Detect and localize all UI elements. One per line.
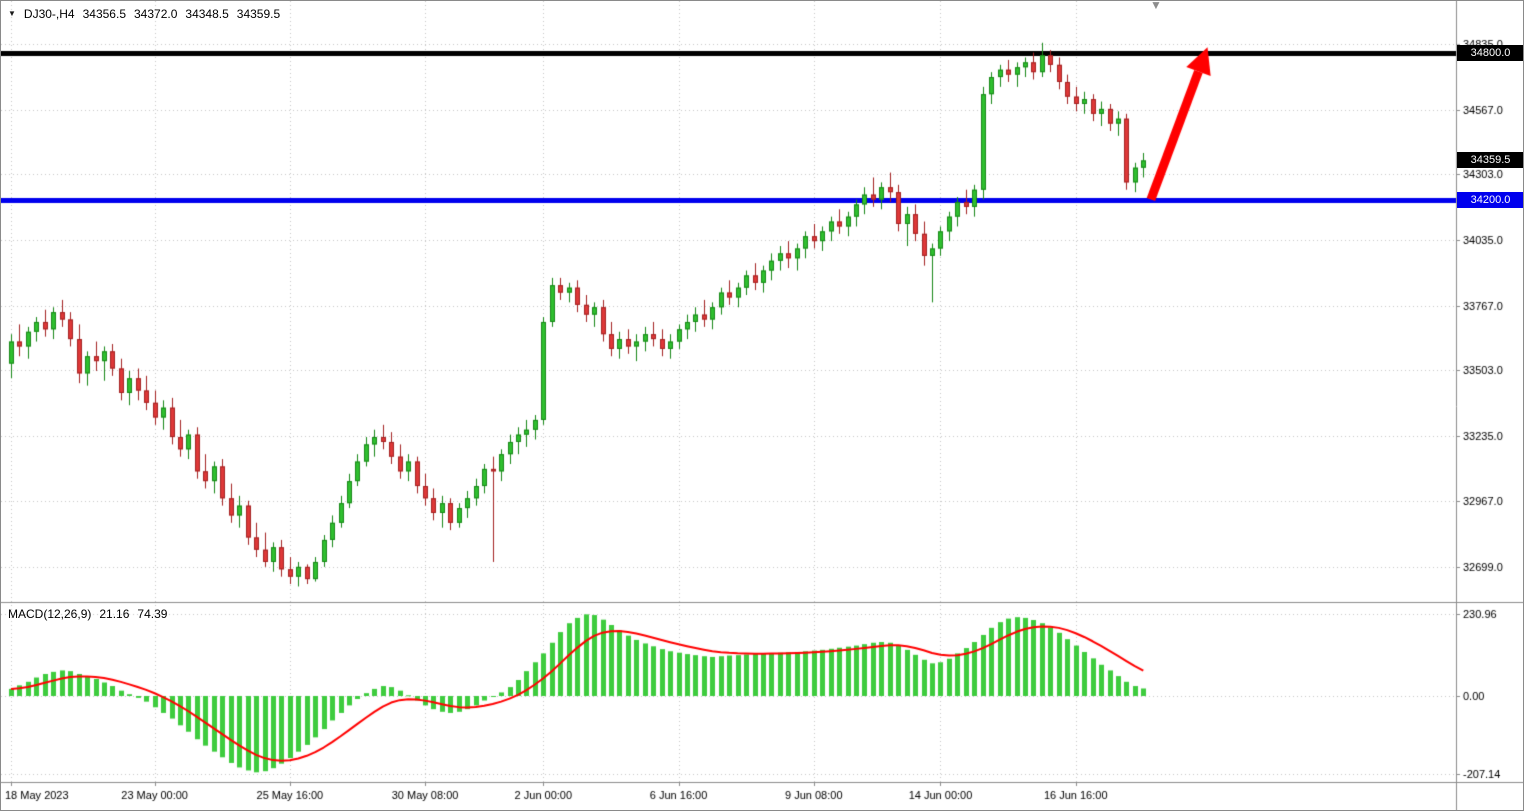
macd-main-value: 21.16 (99, 607, 130, 621)
support-price-tag: 34200.0 (1457, 192, 1523, 208)
resistance-price-tag: 34800.0 (1457, 45, 1523, 61)
symbol-ohlc-label: ▼ DJ30-,H4 34356.5 34372.0 34348.5 34359… (8, 7, 280, 21)
chart-object-anchor-icon[interactable]: ▼ (1150, 0, 1162, 12)
symbol-name: DJ30-,H4 (23, 7, 75, 21)
ohlc-low: 34348.5 (185, 7, 229, 21)
ohlc-high: 34372.0 (134, 7, 178, 21)
current-price-tag: 34359.5 (1457, 152, 1523, 168)
price-axis[interactable] (1454, 1, 1523, 782)
macd-signal-value: 74.39 (137, 607, 168, 621)
macd-indicator-label: MACD(12,26,9) 21.16 74.39 (8, 607, 167, 621)
symbol-dropdown-icon: ▼ (8, 8, 16, 18)
ohlc-close: 34359.5 (236, 7, 281, 21)
ohlc-open: 34356.5 (82, 7, 126, 21)
time-axis[interactable] (1, 782, 1523, 810)
pane-separator[interactable] (1, 598, 1456, 606)
macd-name: MACD(12,26,9) (8, 607, 92, 621)
